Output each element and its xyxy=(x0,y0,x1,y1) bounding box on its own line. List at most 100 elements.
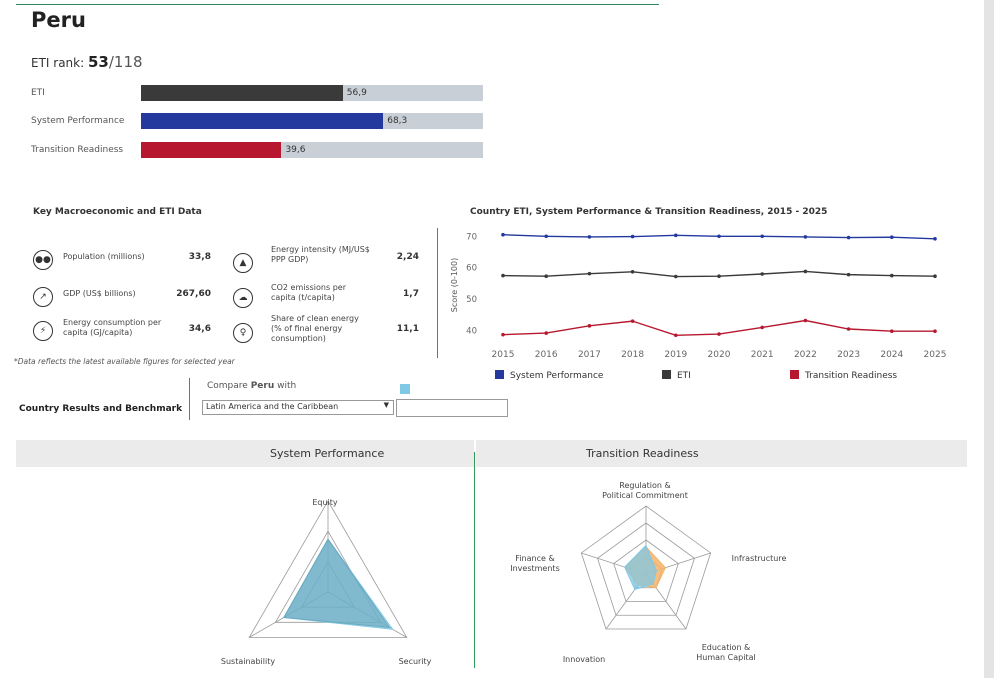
chevron-down-icon: ▼ xyxy=(383,401,389,409)
legend-label: Transition Readiness xyxy=(804,371,897,381)
data-point xyxy=(630,270,635,274)
transition-readiness-header: Transition Readiness xyxy=(476,440,967,467)
scrollbar-track[interactable] xyxy=(984,0,994,678)
energy-intensity-icon: ▲ xyxy=(233,253,253,273)
x-tick-label: 2023 xyxy=(837,350,860,360)
data-point xyxy=(587,324,592,328)
line-chart: Score (0-100) 40 50 60 70 2015 2016 2017 2018 201… xyxy=(450,232,946,381)
data-point xyxy=(630,319,635,323)
radar-axis-regulation-line1: Regulation & xyxy=(619,481,671,490)
data-point xyxy=(501,232,505,237)
macro-value-population: 33,8 xyxy=(188,252,211,262)
benchmark-select[interactable]: Latin America and the Caribbean ▼ xyxy=(202,400,394,415)
bar-label: ETI xyxy=(31,88,45,98)
x-tick-label: 2024 xyxy=(880,350,903,360)
data-point xyxy=(803,269,808,274)
y-axis-label: Score (0-100) xyxy=(450,258,459,312)
compare-label: Compare Peru with xyxy=(207,381,296,391)
bar-value: 56,9 xyxy=(346,88,367,98)
data-point xyxy=(760,325,764,330)
data-point xyxy=(760,272,764,276)
x-tick-label: 2015 xyxy=(492,350,515,360)
x-tick-label: 2021 xyxy=(751,350,774,360)
radar-axis-finance: Finance & Investments xyxy=(504,554,566,574)
page-title: Peru xyxy=(31,8,86,32)
x-tick-label: 2018 xyxy=(621,350,644,360)
radar-area-country xyxy=(624,544,657,591)
eti-rank: ETI rank: 53/118 xyxy=(31,53,143,71)
data-point xyxy=(544,274,548,278)
bar-value: 39,6 xyxy=(285,145,306,155)
data-point xyxy=(587,235,592,239)
radar-ring xyxy=(597,522,695,616)
bar-fill xyxy=(141,142,282,158)
panels-divider xyxy=(474,452,475,668)
data-point xyxy=(717,332,721,336)
macro-footnote: *Data reflects the latest available figu… xyxy=(14,357,235,366)
system-performance-title: System Performance xyxy=(270,447,385,460)
radar-axis-regulation: Regulation & Political Commitment xyxy=(594,481,696,501)
data-point xyxy=(803,235,808,239)
macro-value-energy-consumption: 34,6 xyxy=(188,324,211,334)
data-point xyxy=(803,318,808,323)
data-point xyxy=(890,273,894,278)
data-point xyxy=(933,329,937,333)
macro-value-gdp: 267,60 xyxy=(176,289,211,299)
radar-axis-finance-line1: Finance & xyxy=(515,554,555,563)
transition-readiness-radar xyxy=(580,505,712,630)
benchmark-select-value: Latin America and the Caribbean xyxy=(206,402,339,411)
y-tick-label: 40 xyxy=(466,327,477,337)
macro-value-energy-intensity: 2,24 xyxy=(396,252,419,262)
co2-icon: ☁ xyxy=(233,288,253,308)
radar-axis-regulation-line2: Political Commitment xyxy=(602,491,688,500)
radar-axis-sustainability: Sustainability xyxy=(220,657,276,666)
data-point xyxy=(674,274,678,279)
radar-axis-equity: Equity xyxy=(312,498,338,507)
data-point xyxy=(501,273,505,278)
top-divider xyxy=(16,4,659,5)
radar-ring xyxy=(580,505,712,630)
macro-value-clean-energy: 11,1 xyxy=(396,324,419,334)
bar-label: System Performance xyxy=(31,116,125,126)
compare-input[interactable] xyxy=(396,399,508,417)
bar-track: 56,9 xyxy=(141,85,483,101)
data-point xyxy=(674,233,678,238)
compare-country: Peru xyxy=(250,381,275,391)
legend-swatch xyxy=(495,370,504,379)
y-tick-label: 60 xyxy=(466,264,477,274)
chart-title: Country ETI, System Performance & Transi… xyxy=(470,207,828,217)
radar-ring xyxy=(613,539,679,602)
radar-ring xyxy=(248,500,408,638)
population-icon: ●● xyxy=(33,250,53,270)
bar-label: Transition Readiness xyxy=(31,145,124,155)
eti-rank-label: ETI rank: xyxy=(31,56,85,70)
macro-label-clean-energy: Share of clean energy (% of final energy… xyxy=(271,314,359,343)
data-point xyxy=(717,234,721,239)
data-point xyxy=(846,235,851,240)
system-performance-header: System Performance xyxy=(16,440,474,467)
data-point xyxy=(890,329,894,333)
data-point xyxy=(933,274,937,278)
bar-track: 68,3 xyxy=(141,113,483,129)
data-point xyxy=(674,333,678,338)
data-point xyxy=(846,327,851,331)
data-point xyxy=(630,234,635,239)
macro-label-co2: CO2 emissions per capita (t/capita) xyxy=(271,283,346,302)
compare-prefix: Compare xyxy=(207,381,251,391)
bar-fill xyxy=(141,113,384,129)
data-point xyxy=(933,237,937,241)
data-point xyxy=(760,234,764,239)
x-tick-label: 2016 xyxy=(535,350,558,360)
clean-energy-icon: ♀ xyxy=(233,323,253,343)
radar-axis-infrastructure: Infrastructure xyxy=(731,554,787,563)
radar-axis-security: Security xyxy=(398,657,432,666)
section-divider xyxy=(437,228,438,358)
radar-axis-innovation: Innovation xyxy=(562,655,606,664)
radar-axis-finance-line2: Investments xyxy=(510,564,560,573)
macro-label-energy-intensity: Energy intensity (MJ/US$ PPP GDP) xyxy=(271,245,370,264)
y-tick-label: 50 xyxy=(466,295,477,305)
radar-area-country xyxy=(283,538,391,629)
data-point xyxy=(717,274,721,278)
bar-track: 39,6 xyxy=(141,142,483,158)
gdp-icon: ↗ xyxy=(33,287,53,307)
